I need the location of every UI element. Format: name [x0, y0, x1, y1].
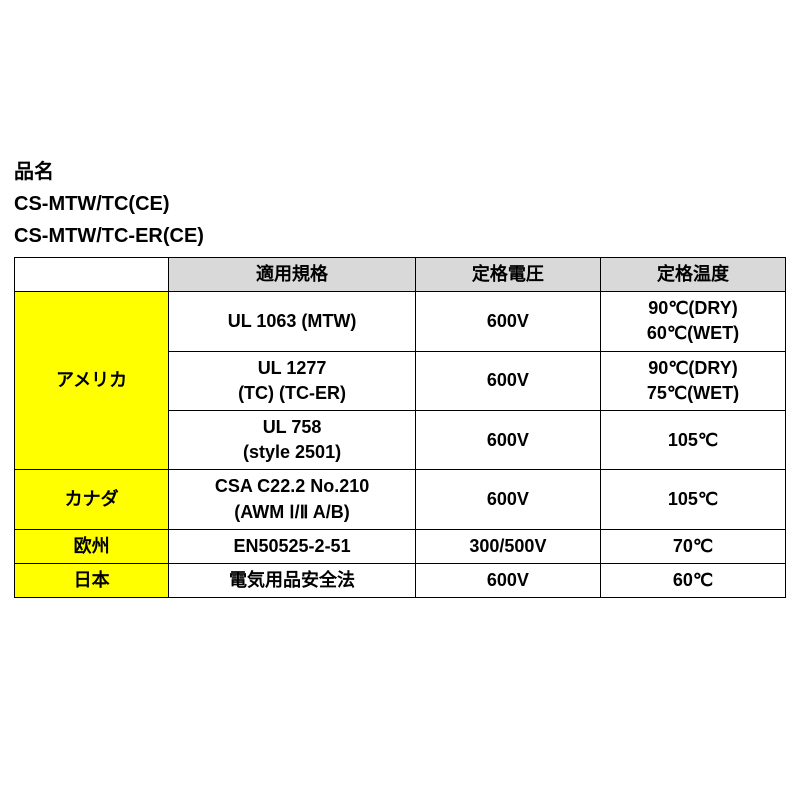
region-america: アメリカ [15, 292, 169, 470]
std-line-1: UL 758 [263, 417, 322, 437]
temp-line-2: 75℃(WET) [647, 383, 739, 403]
page: 品名 CS-MTW/TC(CE) CS-MTW/TC-ER(CE) 適用規格 定… [0, 0, 800, 800]
cell-temp: 105℃ [600, 470, 785, 529]
temp-line-1: 90℃(DRY) [648, 358, 738, 378]
spec-table: 適用規格 定格電圧 定格温度 アメリカ UL 1063 (MTW) 600V 9… [14, 257, 786, 598]
cell-temp: 105℃ [600, 410, 785, 469]
header-empty [15, 258, 169, 292]
cell-standard: UL 1063 (MTW) [169, 292, 416, 351]
cell-voltage: 600V [415, 470, 600, 529]
cell-voltage: 600V [415, 563, 600, 597]
title-line-2: CS-MTW/TC-ER(CE) [14, 221, 786, 251]
cell-temp: 90℃(DRY) 75℃(WET) [600, 351, 785, 410]
cell-temp: 70℃ [600, 529, 785, 563]
temp-line-1: 90℃(DRY) [648, 298, 738, 318]
std-line-2: (AWM Ⅰ/Ⅱ A/B) [234, 502, 349, 522]
region-canada: カナダ [15, 470, 169, 529]
cell-temp: 60℃ [600, 563, 785, 597]
cell-standard: CSA C22.2 No.210 (AWM Ⅰ/Ⅱ A/B) [169, 470, 416, 529]
cell-voltage: 600V [415, 292, 600, 351]
std-line-1: CSA C22.2 No.210 [215, 476, 369, 496]
title-line-1: CS-MTW/TC(CE) [14, 189, 786, 219]
header-voltage: 定格電圧 [415, 258, 600, 292]
cell-standard: 電気用品安全法 [169, 563, 416, 597]
cell-standard: UL 758 (style 2501) [169, 410, 416, 469]
cell-voltage: 600V [415, 410, 600, 469]
table-row: 欧州 EN50525-2-51 300/500V 70℃ [15, 529, 786, 563]
table-row: アメリカ UL 1063 (MTW) 600V 90℃(DRY) 60℃(WET… [15, 292, 786, 351]
cell-voltage: 600V [415, 351, 600, 410]
table-row: カナダ CSA C22.2 No.210 (AWM Ⅰ/Ⅱ A/B) 600V … [15, 470, 786, 529]
cell-standard: EN50525-2-51 [169, 529, 416, 563]
header-standard: 適用規格 [169, 258, 416, 292]
table-header-row: 適用規格 定格電圧 定格温度 [15, 258, 786, 292]
region-japan: 日本 [15, 563, 169, 597]
header-temp: 定格温度 [600, 258, 785, 292]
std-line-2: (style 2501) [243, 442, 341, 462]
cell-standard: UL 1277 (TC) (TC-ER) [169, 351, 416, 410]
temp-line-2: 60℃(WET) [647, 323, 739, 343]
std-line-2: (TC) (TC-ER) [238, 383, 346, 403]
cell-temp: 90℃(DRY) 60℃(WET) [600, 292, 785, 351]
table-row: 日本 電気用品安全法 600V 60℃ [15, 563, 786, 597]
std-line-1: UL 1277 [258, 358, 327, 378]
title-label: 品名 [14, 157, 786, 187]
cell-voltage: 300/500V [415, 529, 600, 563]
region-europe: 欧州 [15, 529, 169, 563]
title-block: 品名 CS-MTW/TC(CE) CS-MTW/TC-ER(CE) [14, 157, 786, 251]
